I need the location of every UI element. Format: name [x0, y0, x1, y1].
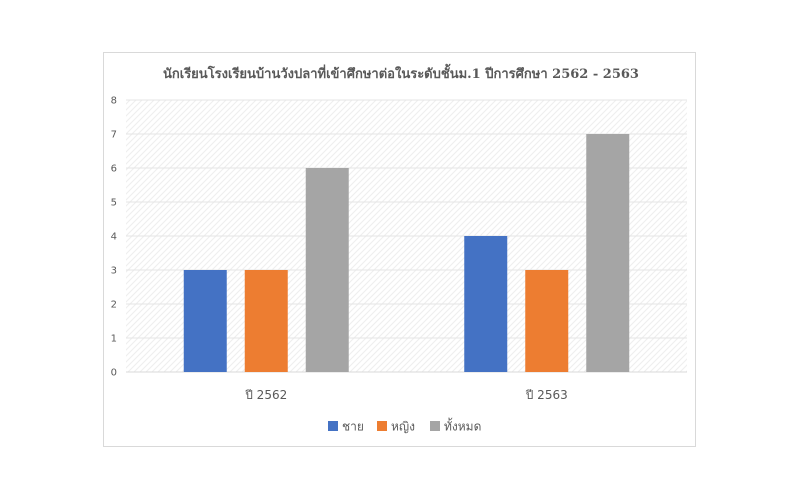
- legend-swatch: [377, 421, 387, 431]
- legend-label: ทั้งหมด: [444, 418, 481, 434]
- y-tick-label: 3: [111, 266, 117, 277]
- legend-swatch: [430, 421, 440, 431]
- chart-frame: นักเรียนโรงเรียนบ้านวังปลาที่เข้าศึกษาต่…: [103, 52, 696, 447]
- legend: ชาย หญิง ทั้งหมด: [328, 418, 481, 434]
- y-tick-label: 2: [111, 300, 117, 311]
- y-tick-label: 5: [111, 198, 117, 209]
- bar-total: [586, 134, 630, 372]
- bar-total: [305, 168, 349, 372]
- y-tick-label: 4: [111, 232, 117, 243]
- x-category-label: ปี 2563: [525, 388, 568, 402]
- legend-swatch: [328, 421, 338, 431]
- y-tick-label: 6: [111, 164, 117, 175]
- y-axis: 0 1 2 3 4 5 6 7 8: [111, 96, 117, 379]
- y-tick-label: 0: [111, 368, 117, 379]
- bar-male: [464, 236, 508, 372]
- legend-label: ชาย: [342, 420, 364, 434]
- bar-female: [244, 270, 288, 372]
- chart-title: นักเรียนโรงเรียนบ้านวังปลาที่เข้าศึกษาต่…: [163, 63, 639, 82]
- x-category-label: ปี 2562: [245, 388, 288, 402]
- bar-female: [525, 270, 569, 372]
- y-tick-label: 8: [111, 96, 117, 107]
- bar-male: [183, 270, 227, 372]
- bars: [183, 134, 630, 372]
- legend-label: หญิง: [391, 420, 415, 434]
- y-tick-label: 1: [111, 334, 117, 345]
- x-axis: ปี 2562 ปี 2563: [245, 388, 568, 402]
- y-tick-label: 7: [111, 130, 117, 141]
